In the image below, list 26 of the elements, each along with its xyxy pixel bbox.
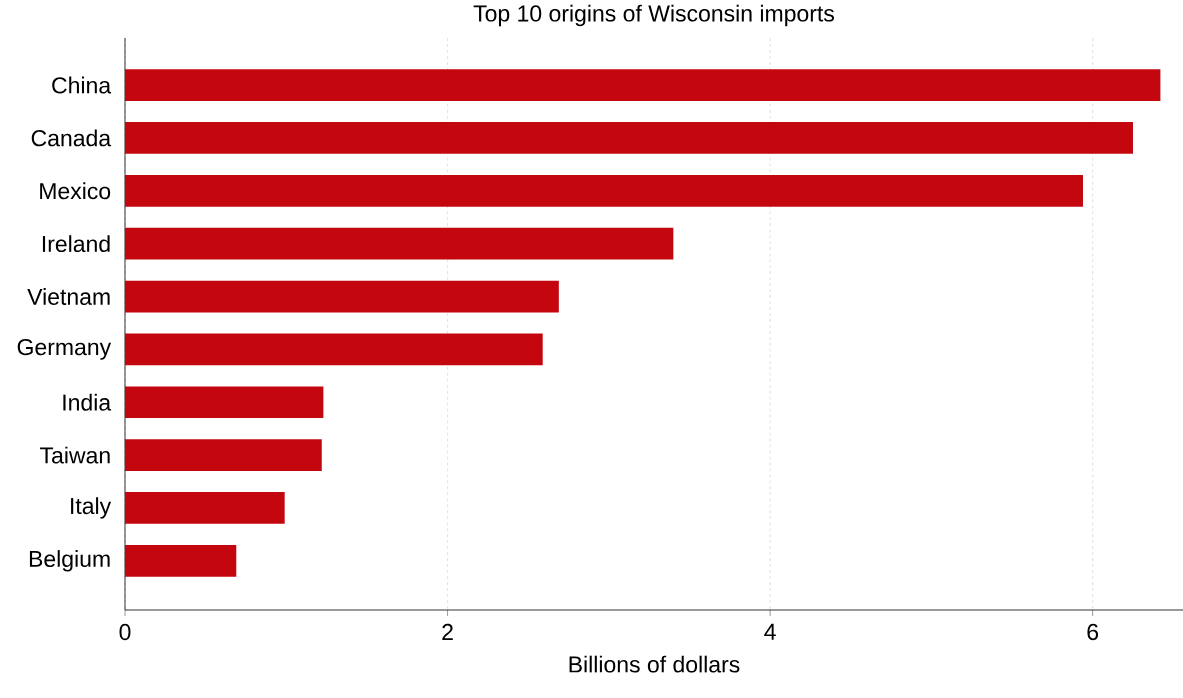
y-tick-label: Ireland — [42, 235, 110, 253]
x-tick-label: 6 — [1087, 623, 1099, 641]
bar — [125, 439, 322, 471]
y-tick-label: Canada — [31, 129, 112, 147]
x-tick-label: 2 — [442, 623, 453, 640]
y-tick-label: Belgium — [29, 550, 110, 572]
y-tick-label: Italy — [71, 497, 112, 519]
chart-title: Top 10 origins of Wisconsin imports — [473, 4, 834, 27]
x-tick-label: 0 — [119, 623, 131, 641]
bar — [125, 492, 285, 524]
y-tick-label: Taiwan — [40, 446, 110, 464]
bar — [125, 174, 1083, 207]
bar — [125, 280, 559, 313]
bar — [125, 386, 324, 419]
y-tick-label: India — [63, 393, 112, 411]
bar — [125, 544, 237, 577]
y-tick-label: Mexico — [40, 182, 111, 200]
y-tick-label: China — [52, 76, 112, 94]
y-tick-label: Vietnam — [27, 288, 110, 305]
x-axis-title: Billions of dollars — [569, 655, 740, 673]
x-tick-label: 4 — [764, 623, 776, 640]
bar — [125, 69, 1161, 101]
bar — [125, 333, 543, 366]
bar — [125, 122, 1133, 154]
bar — [125, 227, 674, 260]
y-tick-label: Germany — [17, 338, 112, 360]
